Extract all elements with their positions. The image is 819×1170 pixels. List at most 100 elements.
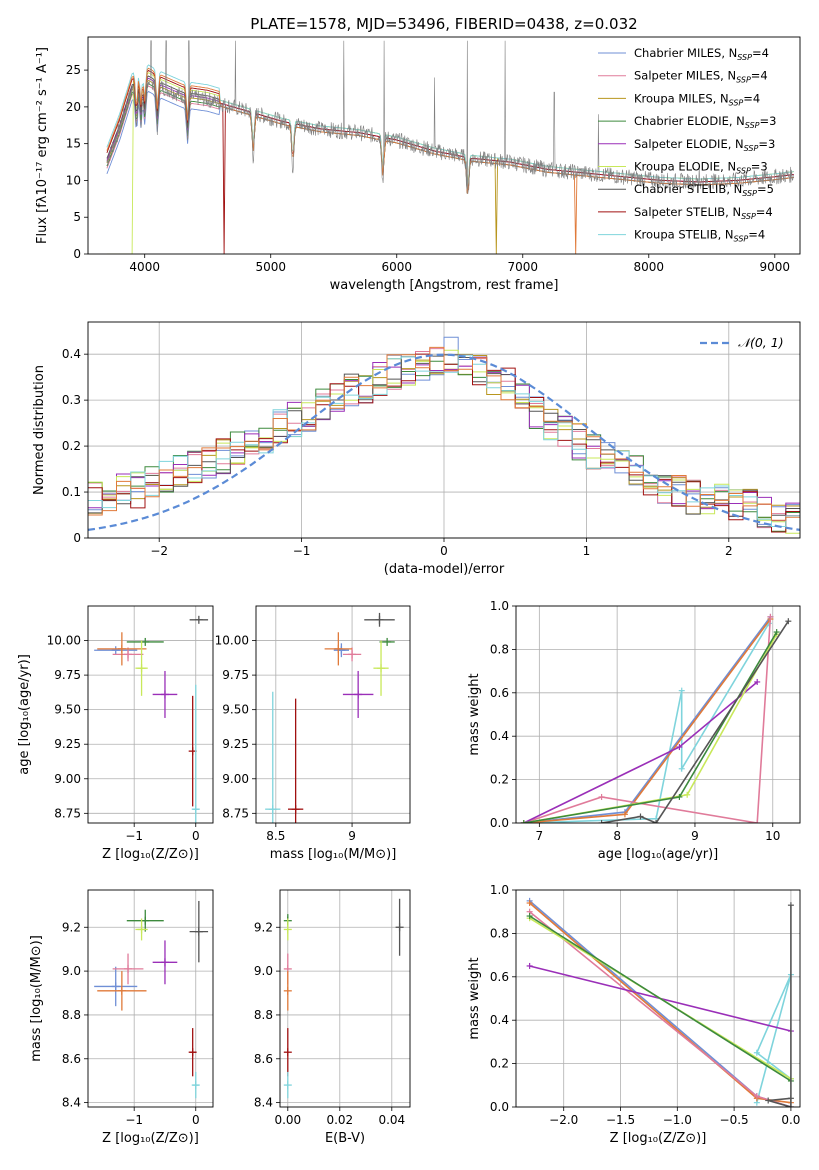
legend-label: Chabrier STELIB, NSSP=5 — [634, 182, 774, 198]
errorbar-point — [324, 632, 353, 666]
plot-area — [526, 897, 794, 1107]
errorbar-point — [265, 691, 281, 823]
errorbar-point — [189, 900, 209, 963]
errorbar-point — [112, 647, 144, 662]
observed-spectrum-line — [106, 40, 794, 195]
histogram-step-line — [88, 346, 800, 521]
y-tick-label: 0 — [73, 531, 81, 545]
legend-label: Salpeter ELODIE, NSSP=3 — [634, 137, 775, 153]
errorbar-point — [342, 647, 362, 662]
x-tick-label: 9 — [691, 829, 699, 843]
x-axis-label: Z [log₁₀(Z/Z⊙)] — [102, 847, 199, 862]
plot-area — [283, 898, 404, 1099]
y-tick-label: 9.75 — [222, 668, 249, 682]
legend-label: Kroupa MILES, NSSP=4 — [634, 91, 760, 107]
errorbar-point — [188, 1028, 197, 1077]
weight-series-line — [523, 622, 770, 823]
y-axis-label: mass weight — [467, 957, 482, 1039]
x-tick-label: −0.5 — [720, 1113, 749, 1127]
axes-frame — [515, 605, 801, 824]
weight-series-line — [529, 915, 792, 1082]
x-axis-label: wavelength [Angstrom, rest frame] — [330, 278, 559, 293]
y-tick-label: 9.00 — [54, 772, 81, 786]
x-axis-label: age [log₁₀(age/yr)] — [598, 847, 719, 862]
y-tick-label: 10 — [66, 173, 81, 187]
age-vs-mass-panel: 8.5 9 8.75 9.00 9.25 9.50 9.75 10.00 mass [log₁₀… — [215, 605, 411, 862]
y-tick-label: 9.0 — [62, 964, 81, 978]
legend-label: Salpeter STELIB, NSSP=4 — [634, 205, 773, 221]
y-tick-label: 0.8 — [490, 926, 509, 940]
axes-frame — [279, 889, 411, 1108]
y-axis-label: mass weight — [467, 673, 482, 755]
x-tick-label: −1 — [125, 1113, 143, 1127]
mass-vs-extinction-panel: 0.00 0.02 0.04 8.4 8.6 8.8 9.0 9.2 E(B-V) — [254, 889, 411, 1146]
x-tick-label: −2.0 — [549, 1113, 578, 1127]
y-tick-label: 0.3 — [62, 393, 81, 407]
axes-frame — [87, 36, 801, 255]
figure-title: PLATE=1578, MJD=53496, FIBERID=0438, z=0… — [250, 15, 637, 33]
spectrum-legend: Chabrier MILES, NSSP=4 Salpeter MILES, NS… — [598, 46, 776, 244]
axes-frame — [87, 605, 214, 824]
errorbar-point — [152, 940, 178, 985]
x-axis-label: E(B-V) — [325, 1131, 365, 1146]
x-tick-label: 1 — [583, 544, 591, 558]
plot-area — [94, 615, 209, 823]
x-tick-label: 0.00 — [274, 1113, 301, 1127]
y-tick-label: 10.00 — [47, 634, 81, 648]
mass-vs-metallicity-panel: −1 0 8.4 8.6 8.8 9.0 9.2 Z [log₁₀(Z/Z⊙)] mass [l… — [29, 889, 214, 1146]
model-spectrum-line — [106, 67, 794, 254]
y-tick-label: 8.75 — [222, 806, 249, 820]
weight-series-line — [601, 620, 789, 823]
errorbar-point — [191, 1071, 200, 1099]
weight-series-line — [755, 974, 792, 1103]
errorbar-point — [135, 640, 148, 696]
y-tick-label: 15 — [66, 137, 81, 151]
y-tick-label: 0.6 — [490, 970, 509, 984]
y-tick-label: 0 — [73, 247, 81, 261]
errorbar-point — [283, 1071, 292, 1099]
errorbar-point — [135, 918, 148, 941]
y-tick-label: 0.2 — [62, 439, 81, 453]
y-axis-label: mass [log₁₀(M/M⊙)] — [29, 935, 44, 1062]
x-tick-label: −1.0 — [663, 1113, 692, 1127]
y-tick-label: 9.00 — [222, 772, 249, 786]
x-axis-label: Z [log₁₀(Z/Z⊙)] — [102, 1131, 199, 1146]
y-tick-label: 8.6 — [62, 1052, 81, 1066]
x-axis-label: Z [log₁₀(Z/Z⊙)] — [610, 1131, 707, 1146]
x-tick-label: −1 — [125, 829, 143, 843]
age-vs-metallicity-panel: −1 0 8.75 9.00 9.25 9.50 9.75 10.00 Z [log₁₀(Z/Z… — [17, 605, 214, 862]
x-tick-label: 9000 — [760, 260, 791, 274]
y-tick-label: 8.8 — [62, 1008, 81, 1022]
x-tick-label: 10 — [765, 829, 780, 843]
errorbar-point — [126, 637, 164, 646]
errorbar-point — [191, 684, 200, 823]
errorbar-point — [395, 898, 404, 956]
y-tick-label: 25 — [66, 63, 81, 77]
x-axis-label: (data-model)/error — [384, 562, 505, 577]
spectrum-panel: 4000 5000 6000 7000 8000 9000 0 5 10 15 20 25 wavele… — [35, 36, 801, 293]
y-tick-label: 8.4 — [254, 1096, 273, 1110]
x-tick-label: 0 — [192, 1113, 200, 1127]
axes-frame — [87, 321, 801, 539]
x-tick-label: 0 — [192, 829, 200, 843]
legend-label: Chabrier MILES, NSSP=4 — [634, 46, 769, 62]
y-tick-label: 9.2 — [62, 920, 81, 934]
y-tick-label: 9.75 — [54, 668, 81, 682]
y-tick-label: 8.75 — [54, 806, 81, 820]
y-tick-label: 5 — [73, 210, 81, 224]
y-axis-label: Flux [fλ10⁻¹⁷ erg cm⁻² s⁻¹ A⁻¹] — [35, 47, 50, 244]
y-tick-label: 0.0 — [490, 816, 509, 830]
x-tick-label: −2 — [150, 544, 168, 558]
errorbar-point — [283, 1028, 292, 1077]
axes-frame — [515, 889, 801, 1108]
axes-frame — [87, 889, 214, 1108]
x-axis-label: mass [log₁₀(M/M⊙)] — [270, 847, 397, 862]
y-tick-label: 0.4 — [490, 1013, 509, 1027]
errorbar-point — [189, 615, 209, 624]
errorbar-point — [94, 646, 138, 655]
y-tick-label: 9.2 — [254, 920, 273, 934]
x-tick-label: 8.5 — [266, 829, 285, 843]
x-tick-label: −1 — [293, 544, 311, 558]
x-tick-label: 5000 — [255, 260, 286, 274]
errorbar-point — [94, 966, 138, 1007]
